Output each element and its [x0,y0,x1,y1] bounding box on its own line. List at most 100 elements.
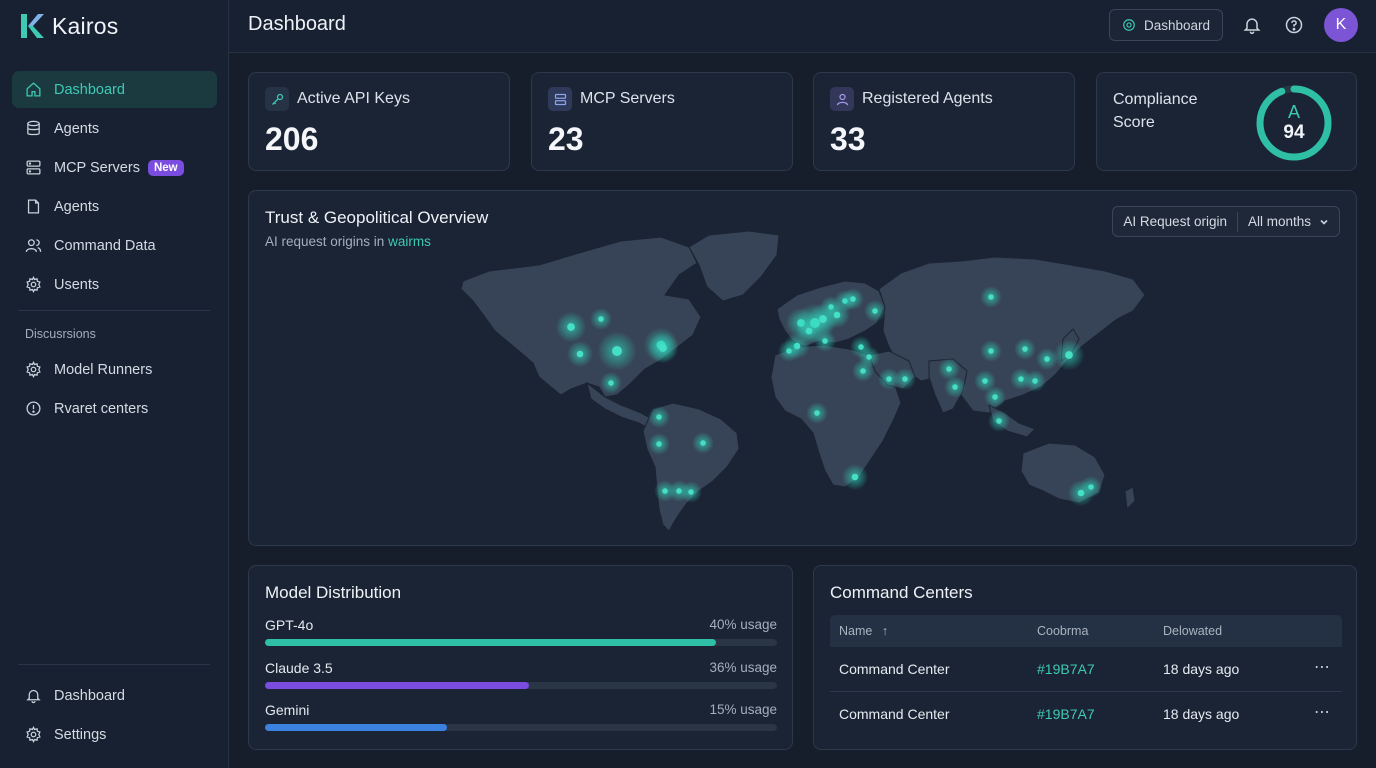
geo-overview-card: Trust & Geopolitical Overview AI request… [248,190,1357,546]
request-origin-marker[interactable] [1022,346,1028,352]
request-origin-marker[interactable] [946,366,952,372]
sidebar-item-model-runners[interactable]: Model Runners [12,351,217,388]
compliance-card: Compliance Score A 94 [1096,72,1357,171]
avatar[interactable]: K [1324,8,1358,42]
request-origin-marker[interactable] [598,316,604,322]
request-origin-marker[interactable] [992,394,998,400]
sidebar-item-rvaret-centers[interactable]: Rvaret centers [12,390,217,427]
dashboard-button[interactable]: Dashboard [1109,9,1223,41]
request-origin-marker[interactable] [886,376,892,382]
request-origin-marker[interactable] [1065,351,1073,359]
request-origin-marker[interactable] [700,440,706,446]
sidebar-item-label: Dashboard [54,81,125,98]
request-origin-marker[interactable] [612,346,622,356]
sidebar-item-settings[interactable]: Settings [12,716,217,753]
more-options-icon[interactable]: ⋯ [1314,659,1331,676]
sidebar-item-usents[interactable]: Usents [12,266,217,303]
request-origin-marker[interactable] [662,488,668,494]
request-origin-marker[interactable] [656,441,662,447]
period-select[interactable]: All months [1238,207,1339,236]
sidebar-item-label: Agents [54,198,100,215]
request-origin-marker[interactable] [988,348,994,354]
sidebar-item-label: Model Runners [54,361,153,378]
request-origin-marker[interactable] [982,378,988,384]
sidebar-item-command-data[interactable]: Command Data [12,227,217,264]
table-header: Name ↑ Coobrma Delowated [830,615,1342,647]
compliance-grade: A [1288,102,1300,122]
app-logo[interactable]: Kairos [19,12,118,40]
request-origin-marker[interactable] [902,376,908,382]
sidebar-item-mcp-servers[interactable]: MCP Servers New [12,149,217,186]
sidebar-item-agents[interactable]: Agents [12,110,217,147]
server-icon [25,159,42,176]
compliance-ring-progress [1256,85,1332,161]
request-origin-marker[interactable] [576,350,584,358]
usage-bar-track [265,639,777,646]
request-origin-marker[interactable] [656,414,662,420]
sidebar-item-label: Agents [54,120,100,137]
map-subtitle-link[interactable]: wairms [388,234,431,249]
stat-label: Active API Keys [297,90,410,107]
bell-icon[interactable] [1242,15,1262,35]
request-origin-marker[interactable] [1044,356,1050,362]
request-origin-marker[interactable] [814,410,820,416]
request-origin-marker[interactable] [1088,484,1094,490]
stat-card-api-keys: Active API Keys 206 [248,72,510,171]
command-centers-card: Command Centers Name ↑ Coobrma Delowated… [813,565,1357,750]
column-header-name[interactable]: Name ↑ [839,624,888,638]
request-origin-marker[interactable] [822,338,828,344]
new-badge: New [147,159,184,176]
table-row[interactable]: Command Center #19B7A7 18 days ago ⋯ [830,647,1342,692]
table-row[interactable]: Command Center #19B7A7 18 days ago ⋯ [830,692,1342,737]
secondary-nav: Model Runners Rvaret centers [12,351,217,429]
request-origin-marker[interactable] [850,296,856,302]
column-header-code[interactable]: Coobrma [1037,624,1089,638]
request-origin-marker[interactable] [786,348,792,354]
compliance-score: 94 [1283,122,1305,143]
sidebar-section-label: Discusrsions [25,327,96,341]
column-header-time[interactable]: Delowated [1163,624,1223,638]
more-options-icon[interactable]: ⋯ [1314,704,1331,721]
stat-card-mcp-servers: MCP Servers 23 [531,72,793,171]
request-origin-marker[interactable] [1018,376,1024,382]
request-origin-marker[interactable] [851,473,859,481]
origin-filter-label[interactable]: AI Request origin [1123,214,1227,229]
request-origin-marker[interactable] [952,384,958,390]
top-header: Dashboard Dashboard K [229,0,1376,53]
request-origin-marker[interactable] [833,311,841,319]
request-origin-marker[interactable] [659,344,667,352]
alert-circle-icon [25,400,42,417]
cell-code[interactable]: #19B7A7 [1037,661,1095,677]
cell-name: Command Center [839,661,950,677]
shield-icon [1123,19,1135,31]
stat-value: 23 [548,121,584,157]
sidebar-item-dashboard[interactable]: Dashboard [12,71,217,108]
request-origin-marker[interactable] [872,308,878,314]
request-origin-marker[interactable] [866,354,872,360]
cell-code[interactable]: #19B7A7 [1037,706,1095,722]
request-origin-marker[interactable] [996,418,1002,424]
request-origin-marker[interactable] [1032,378,1038,384]
request-origin-marker[interactable] [988,294,994,300]
column-header-label: Name [839,624,873,638]
command-centers-title: Command Centers [830,583,973,602]
sidebar-divider [18,664,210,665]
help-icon[interactable] [1284,15,1304,35]
usage-bar-fill [265,724,448,731]
origin-filter[interactable]: AI Request origin All months [1112,206,1340,237]
sidebar-item-label: Rvaret centers [54,400,149,417]
request-origin-marker[interactable] [608,380,614,386]
request-origin-marker[interactable] [860,368,866,374]
key-icon [265,87,289,111]
server-icon [548,87,572,111]
page-title: Dashboard [248,13,346,35]
period-select-value: All months [1247,214,1311,229]
request-origin-marker[interactable] [567,323,575,331]
region-new-zealand [1124,486,1136,511]
compliance-label: Compliance Score [1113,91,1198,131]
sidebar-item-dashboard-footer[interactable]: Dashboard [12,677,217,714]
sidebar-item-agents-2[interactable]: Agents [12,188,217,225]
request-origin-marker[interactable] [688,489,694,495]
request-origin-marker[interactable] [805,327,813,335]
world-map [460,230,1146,532]
